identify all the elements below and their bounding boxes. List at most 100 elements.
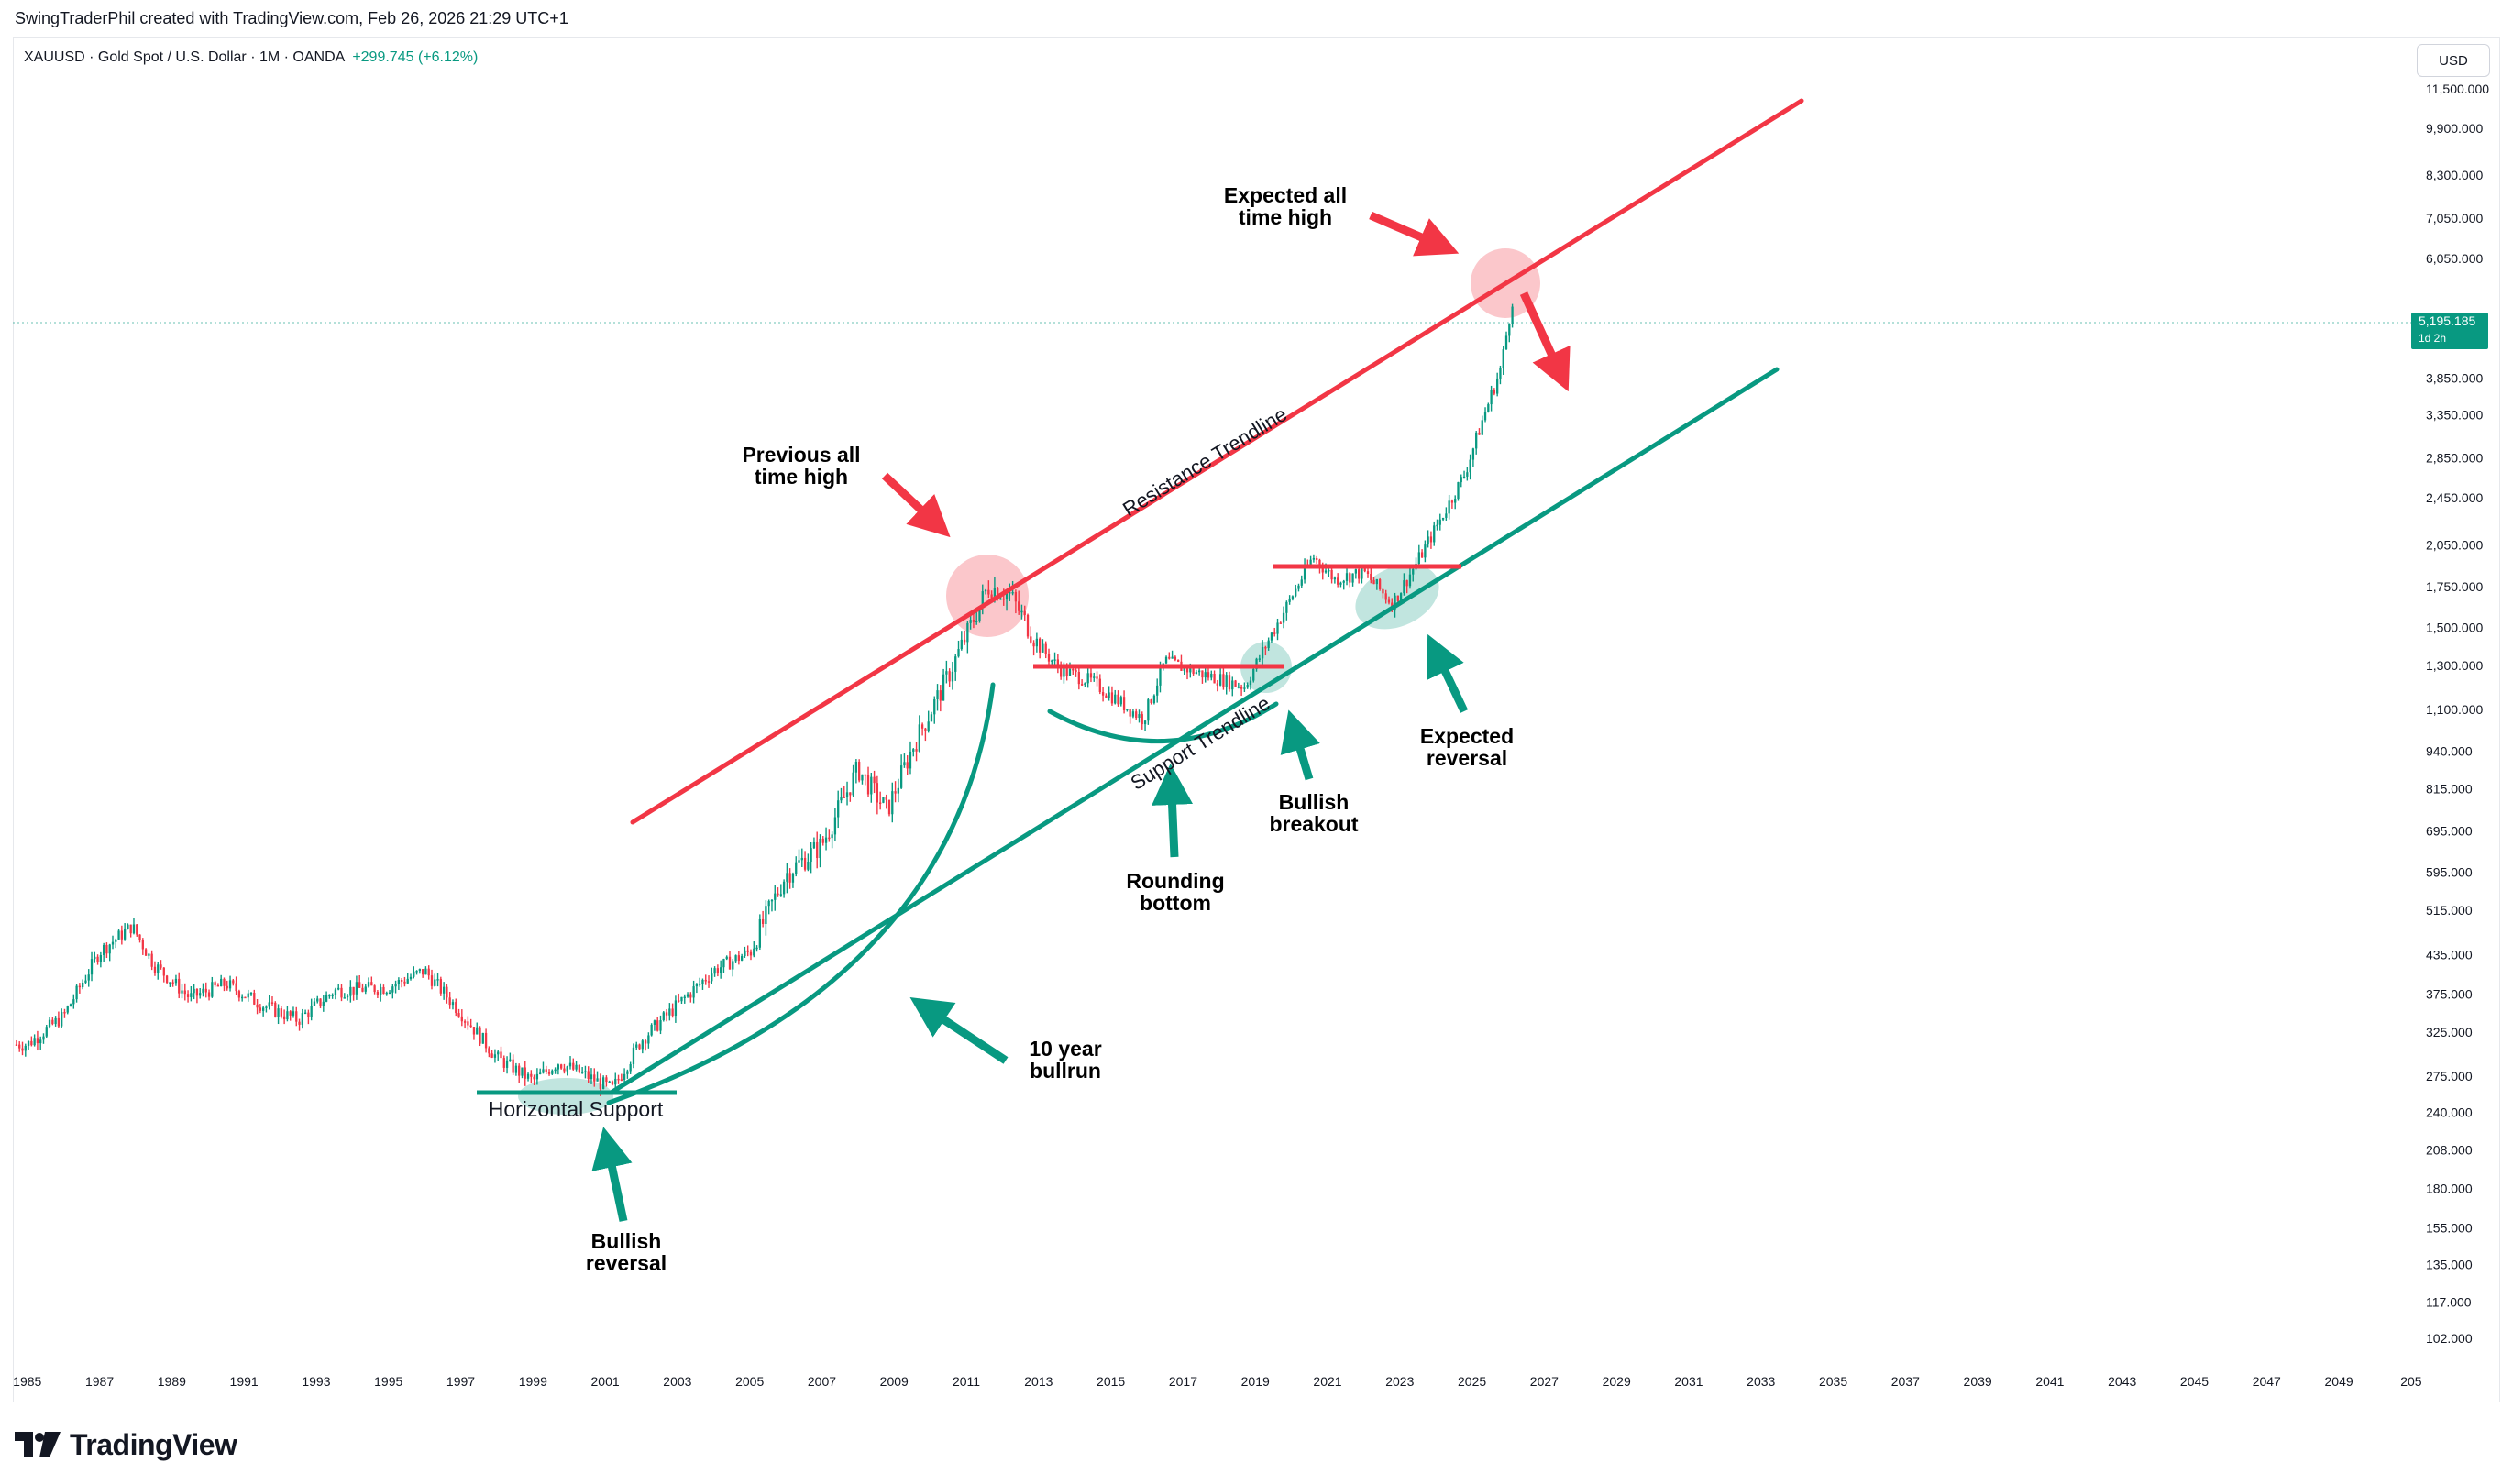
price-axis-label: 1,300.000 — [2426, 658, 2483, 673]
candle — [1096, 671, 1098, 687]
candle — [448, 991, 451, 1009]
candle — [957, 640, 960, 658]
candle — [57, 1011, 61, 1028]
tradingview-logo[interactable]: TradingView — [15, 1426, 237, 1463]
candle — [493, 1049, 497, 1063]
candle — [1237, 682, 1240, 689]
candle — [467, 1016, 469, 1030]
candle — [683, 994, 686, 1004]
annotation-layer: Previous all time high Expected all time… — [586, 183, 1514, 1275]
candle — [1370, 567, 1372, 584]
candle — [1466, 467, 1469, 481]
candle — [249, 992, 253, 996]
candle — [873, 770, 876, 794]
candle — [169, 982, 171, 987]
candle — [364, 984, 367, 995]
candle — [1135, 708, 1138, 720]
candle — [144, 948, 148, 956]
candle — [695, 983, 699, 994]
candle — [1387, 596, 1391, 605]
svg-text:reversal: reversal — [586, 1251, 667, 1275]
svg-text:Expected: Expected — [1420, 724, 1514, 748]
candle — [397, 977, 401, 991]
candle — [807, 853, 810, 872]
candle — [141, 938, 144, 955]
time-axis[interactable]: 1985 1987 1989 1991 1993 1995 1997 1999 2001 2003… — [13, 1374, 2422, 1389]
candle — [1349, 572, 1351, 588]
candle — [1264, 645, 1267, 656]
candle — [963, 630, 966, 645]
annotation-bullrun: 10 year bullrun — [1029, 1037, 1101, 1083]
candle — [436, 973, 439, 987]
svg-text:time high: time high — [755, 465, 848, 489]
svg-text:reversal: reversal — [1427, 746, 1507, 770]
candle — [819, 834, 821, 868]
candle — [810, 841, 812, 874]
candle — [228, 975, 232, 992]
candle — [782, 879, 786, 898]
price-axis-label: 695.000 — [2426, 824, 2473, 839]
candle — [1478, 428, 1481, 435]
candle — [939, 685, 942, 712]
candle — [90, 951, 94, 982]
candle — [1240, 684, 1243, 697]
candle — [704, 974, 707, 985]
candle — [1372, 577, 1375, 585]
candle — [1053, 652, 1056, 665]
candle — [1020, 604, 1023, 620]
candle — [282, 1009, 286, 1025]
price-axis-label: 595.000 — [2426, 864, 2473, 879]
candle — [732, 959, 734, 977]
candle — [858, 759, 861, 783]
candlestick-series[interactable] — [15, 303, 1514, 1096]
candle — [391, 984, 394, 999]
candle — [656, 1017, 659, 1032]
candle — [307, 1009, 310, 1025]
candle — [903, 753, 906, 768]
candle — [791, 872, 795, 888]
candle — [102, 942, 105, 962]
candle — [566, 1065, 568, 1076]
candle — [472, 1027, 476, 1040]
candle — [1231, 676, 1234, 697]
candle — [699, 977, 701, 987]
candle — [211, 976, 214, 998]
price-axis-label: 2,450.000 — [2426, 490, 2483, 505]
candle — [247, 989, 249, 1002]
candle — [1469, 454, 1471, 480]
candle — [798, 849, 800, 863]
candle — [975, 610, 978, 625]
candle — [557, 1063, 560, 1075]
svg-text:10 year: 10 year — [1029, 1037, 1101, 1061]
candle — [777, 887, 779, 897]
svg-text:bullrun: bullrun — [1030, 1059, 1101, 1083]
candle — [1279, 621, 1282, 624]
candle — [542, 1061, 545, 1074]
candle — [340, 984, 343, 1002]
candle — [117, 929, 120, 940]
candle — [689, 992, 692, 1003]
candle — [635, 1041, 638, 1050]
candle — [268, 995, 270, 1010]
candle — [1276, 618, 1279, 641]
candle — [909, 741, 912, 775]
candle — [1471, 447, 1475, 467]
candle — [1261, 640, 1264, 665]
candle — [484, 1028, 488, 1053]
candle — [313, 998, 316, 1006]
svg-text:Expected all: Expected all — [1224, 183, 1347, 207]
candle — [1316, 555, 1318, 564]
candle — [303, 1009, 307, 1015]
candle — [1508, 323, 1511, 343]
candle — [442, 982, 446, 1000]
candle — [1270, 632, 1273, 643]
chart-credit: SwingTraderPhil created with TradingView… — [15, 9, 568, 27]
candle — [1174, 655, 1177, 662]
currency-button[interactable]: USD — [2417, 44, 2490, 77]
candle — [662, 1011, 665, 1022]
price-axis[interactable]: 102.000 117.000 135.000 155.000 180.000 208.0… — [2426, 82, 2489, 1346]
candle — [551, 1069, 554, 1076]
candle — [711, 967, 713, 984]
time-axis-label: 2035 — [1819, 1374, 1847, 1389]
